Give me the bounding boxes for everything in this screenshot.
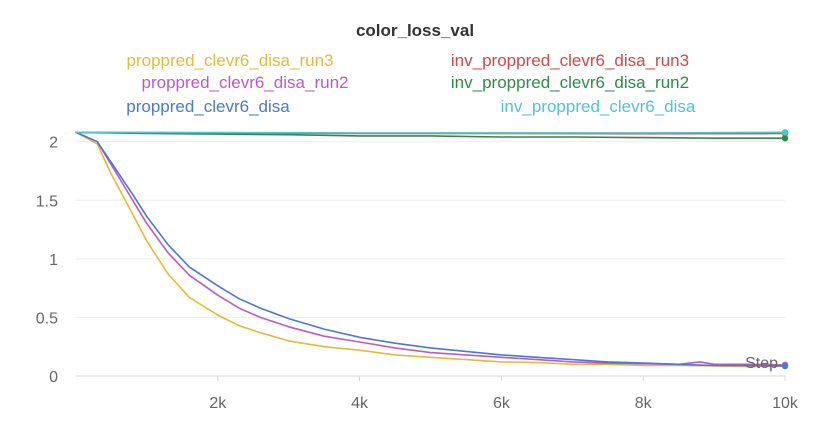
legend-item: proppred_clevr6_disa_run2 <box>142 73 349 92</box>
series-line <box>75 131 786 139</box>
legend-item: proppred_clevr6_disa <box>126 97 290 116</box>
y-tick-label: 0 <box>49 369 58 386</box>
y-tick-label: 2 <box>49 135 58 152</box>
series-line <box>75 131 786 366</box>
grid <box>76 141 785 318</box>
legend-item: inv_proppred_clevr6_disa_run2 <box>451 73 689 92</box>
x-tick-label: 4k <box>351 395 369 412</box>
x-axis-title: Step <box>745 355 778 372</box>
series-line <box>75 131 786 134</box>
chart-title: color_loss_val <box>356 21 474 40</box>
axes: 0 0.5 1 1.5 2 2k 4k 6k 8k 10k <box>36 135 799 412</box>
legend-item: inv_proppred_clevr6_disa <box>501 97 696 116</box>
y-tick-label: 1.5 <box>36 193 58 210</box>
series-end-point <box>781 135 789 142</box>
x-tick-label: 6k <box>493 395 511 412</box>
legend-item: inv_proppred_clevr6_disa_run3 <box>451 51 689 70</box>
series-line <box>75 131 786 367</box>
legend-item: proppred_clevr6_disa_run3 <box>127 51 334 70</box>
series-group <box>75 129 789 370</box>
y-tick-label: 1 <box>49 252 58 269</box>
x-tick-label: 8k <box>635 395 653 412</box>
series-end-point <box>781 362 789 370</box>
legend: proppred_clevr6_disa_run3 inv_proppred_cl… <box>126 51 696 116</box>
x-tick-label: 10k <box>772 395 799 412</box>
series-end-point <box>781 129 789 136</box>
x-tick-label: 2k <box>209 395 227 412</box>
y-tick-label: 0.5 <box>36 310 58 327</box>
series-line <box>75 131 786 368</box>
